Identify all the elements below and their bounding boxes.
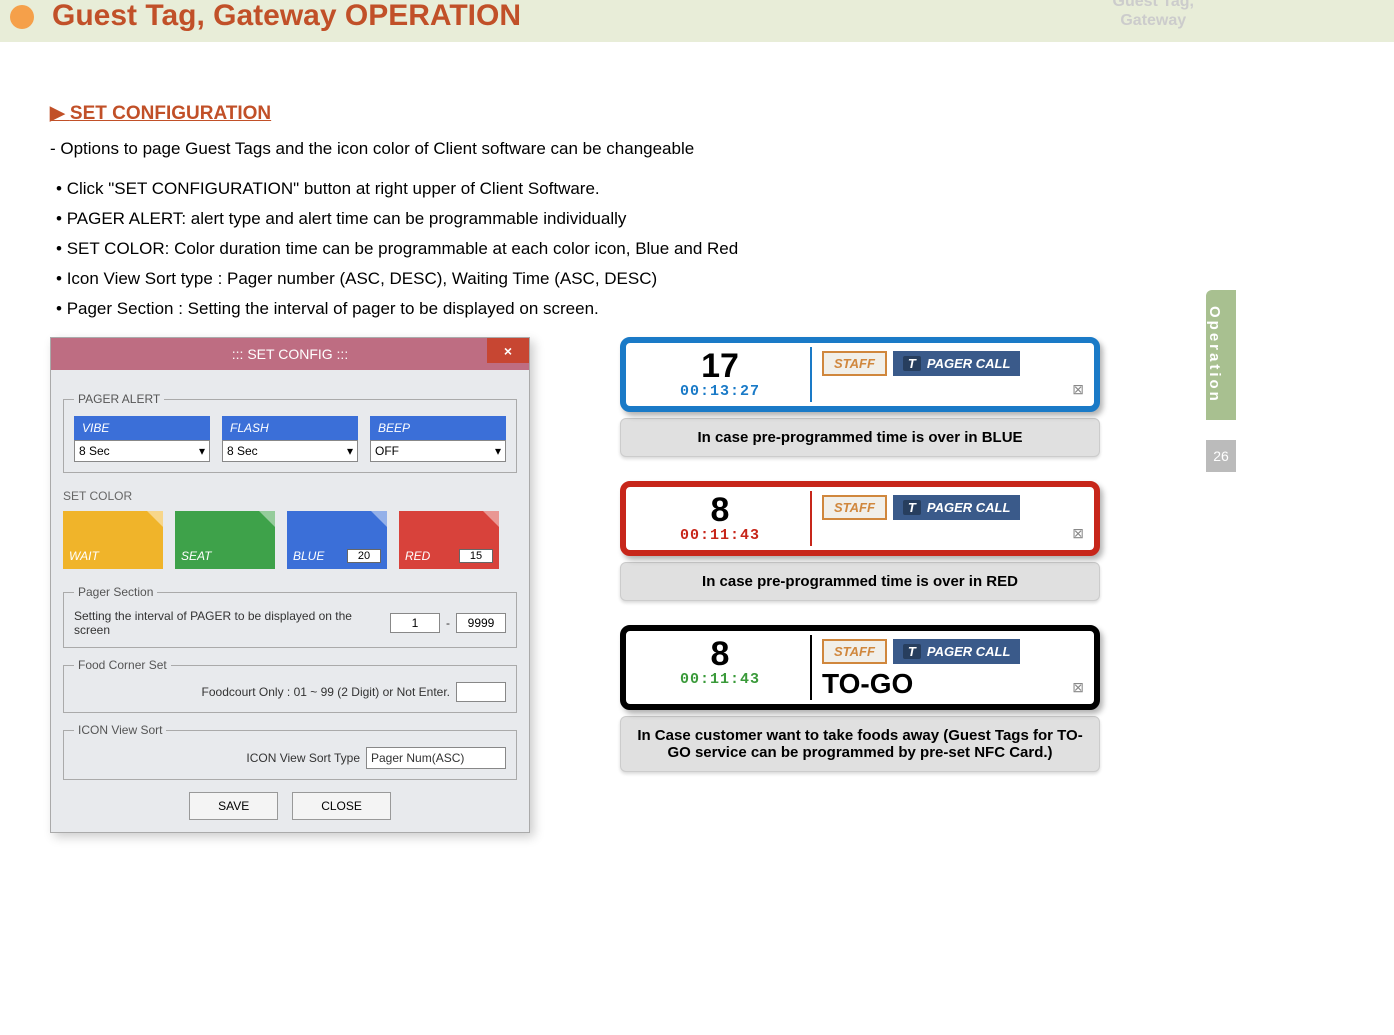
pager-number: 8 (630, 493, 810, 527)
pager-section-group: Pager Section Setting the interval of PA… (63, 585, 517, 648)
pager-section-legend: Pager Section (74, 585, 157, 599)
icon-view-sort-group: ICON View Sort ICON View Sort Type Pager… (63, 723, 517, 780)
alert-box: FLASH 8 Sec ▾ (222, 416, 358, 462)
card-right: STAFF TPAGER CALL ⊠ (810, 347, 1090, 402)
bullet-item: Click "SET CONFIGURATION" button at righ… (56, 179, 1150, 199)
pager-card-blue: 17 00:13:27 STAFF TPAGER CALL ⊠ (620, 337, 1100, 412)
card-close-icon[interactable]: ⊠ (1072, 525, 1084, 542)
close-icon[interactable]: × (487, 338, 529, 363)
card-close-icon[interactable]: ⊠ (1072, 381, 1084, 398)
set-color-group: SET COLOR WAIT SEAT BLUE RED (63, 483, 517, 575)
header-subtitle: Guest Tag, Gateway (1113, 0, 1195, 30)
fold-icon (259, 511, 275, 527)
fold-icon (483, 511, 499, 527)
alert-select[interactable]: 8 Sec ▾ (222, 440, 358, 462)
food-corner-legend: Food Corner Set (74, 658, 171, 672)
alert-select[interactable]: 8 Sec ▾ (74, 440, 210, 462)
color-swatch-seat[interactable]: SEAT (175, 511, 275, 569)
section-heading: SET CONFIGURATION (50, 102, 1150, 125)
color-swatch-blue[interactable]: BLUE (287, 511, 387, 569)
section-description: - Options to page Guest Tags and the ico… (50, 139, 1150, 159)
staff-button[interactable]: STAFF (822, 495, 887, 520)
page-title: Guest Tag, Gateway OPERATION (52, 0, 521, 33)
pager-section-from-input[interactable] (390, 613, 440, 633)
togo-label: TO-GO (822, 668, 1090, 700)
icon-sort-legend: ICON View Sort (74, 723, 166, 737)
bullet-item: SET COLOR: Color duration time can be pr… (56, 239, 1150, 259)
food-corner-group: Food Corner Set Foodcourt Only : 01 ~ 99… (63, 658, 517, 713)
pager-call-button[interactable]: TPAGER CALL (893, 495, 1021, 520)
fold-icon (147, 511, 163, 527)
alert-box: BEEP OFF ▾ (370, 416, 506, 462)
pager-call-button[interactable]: TPAGER CALL (893, 351, 1021, 376)
pager-number: 17 (630, 349, 810, 383)
color-swatch-wait[interactable]: WAIT (63, 511, 163, 569)
pager-section-label: Setting the interval of PAGER to be disp… (74, 609, 384, 637)
alert-header: VIBE (74, 416, 210, 440)
staff-button[interactable]: STAFF (822, 351, 887, 376)
header-bar: Guest Tag, Gateway OPERATION Guest Tag, … (0, 0, 1394, 42)
card-left: 17 00:13:27 (630, 347, 810, 402)
content: SET CONFIGURATION - Options to page Gues… (0, 42, 1200, 833)
alert-select[interactable]: OFF ▾ (370, 440, 506, 462)
pager-call-button[interactable]: TPAGER CALL (893, 639, 1021, 664)
pager-alert-group: PAGER ALERT VIBE 8 Sec ▾ FLASH 8 Sec ▾ B… (63, 392, 517, 473)
pager-time: 00:13:27 (630, 383, 810, 400)
color-swatch-red[interactable]: RED (399, 511, 499, 569)
pager-number: 8 (630, 637, 810, 671)
close-button[interactable]: CLOSE (292, 792, 391, 820)
save-button[interactable]: SAVE (189, 792, 278, 820)
bullet-item: PAGER ALERT: alert type and alert time c… (56, 209, 1150, 229)
dialog-title: ::: SET CONFIG ::: (232, 346, 348, 362)
card-caption: In Case customer want to take foods away… (620, 716, 1100, 772)
side-tab-operation: Operation (1206, 290, 1236, 420)
bullet-list: Click "SET CONFIGURATION" button at righ… (56, 179, 1150, 319)
card-caption: In case pre-programmed time is over in R… (620, 562, 1100, 601)
set-config-dialog: ::: SET CONFIG ::: × PAGER ALERT VIBE 8 … (50, 337, 530, 833)
pager-alert-legend: PAGER ALERT (74, 392, 164, 406)
staff-button[interactable]: STAFF (822, 639, 887, 664)
card-left: 8 00:11:43 (630, 635, 810, 700)
alert-box: VIBE 8 Sec ▾ (74, 416, 210, 462)
card-right: STAFF TPAGER CALL TO-GO ⊠ (810, 635, 1090, 700)
icon-sort-select[interactable]: Pager Num(ASC) (366, 747, 506, 769)
alert-header: FLASH (222, 416, 358, 440)
pager-cards: 17 00:13:27 STAFF TPAGER CALL ⊠ In case … (620, 337, 1100, 833)
pager-time: 00:11:43 (630, 527, 810, 544)
card-caption: In case pre-programmed time is over in B… (620, 418, 1100, 457)
pager-card-red: 8 00:11:43 STAFF TPAGER CALL ⊠ (620, 481, 1100, 556)
pager-time: 00:11:43 (630, 671, 810, 688)
pager-card-black: 8 00:11:43 STAFF TPAGER CALL TO-GO ⊠ (620, 625, 1100, 710)
bullet-item: Icon View Sort type : Pager number (ASC,… (56, 269, 1150, 289)
dialog-titlebar: ::: SET CONFIG ::: × (51, 338, 529, 370)
pager-section-to-input[interactable] (456, 613, 506, 633)
page-number: 26 (1206, 440, 1236, 472)
fold-icon (371, 511, 387, 527)
color-value-input[interactable] (459, 549, 493, 563)
card-left: 8 00:11:43 (630, 491, 810, 546)
alert-header: BEEP (370, 416, 506, 440)
color-value-input[interactable] (347, 549, 381, 563)
food-corner-input[interactable] (456, 682, 506, 702)
set-color-legend: SET COLOR (63, 489, 517, 503)
bullet-item: Pager Section : Setting the interval of … (56, 299, 1150, 319)
card-close-icon[interactable]: ⊠ (1072, 679, 1084, 696)
card-right: STAFF TPAGER CALL ⊠ (810, 491, 1090, 546)
icon-sort-label: ICON View Sort Type (246, 751, 360, 765)
header-bullet-icon (10, 5, 34, 29)
food-corner-label: Foodcourt Only : 01 ~ 99 (2 Digit) or No… (202, 685, 450, 699)
